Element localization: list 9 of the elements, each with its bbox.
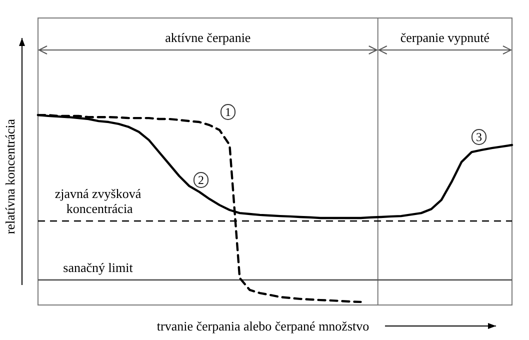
text: aktívne čerpanie bbox=[165, 30, 251, 45]
ref-line-label: zjavná zvyšková koncentrácia bbox=[54, 186, 142, 216]
text: čerpanie vypnuté bbox=[400, 30, 490, 45]
x-axis-title: trvanie čerpania alebo čerpané množstvo bbox=[156, 318, 370, 334]
annotation: 1 bbox=[225, 105, 231, 119]
ref-line-label: sanačný limit bbox=[63, 260, 134, 275]
annotation: 2 bbox=[198, 173, 204, 187]
y-axis-title: relatívna koncentrácia bbox=[2, 118, 18, 234]
annotation: 3 bbox=[476, 130, 482, 144]
